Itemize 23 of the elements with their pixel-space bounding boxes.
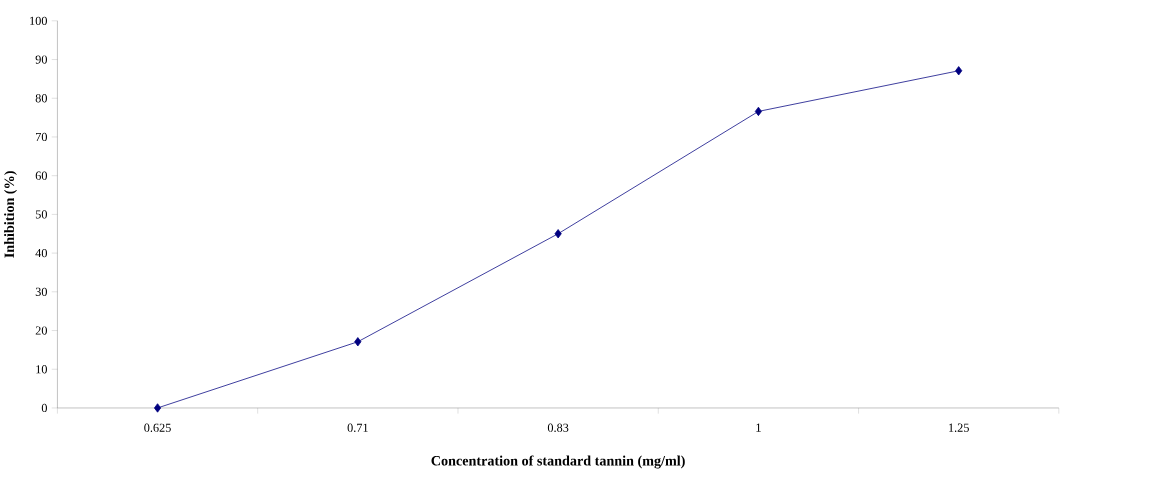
x-tick-label: 1.25 (949, 423, 969, 432)
point (754, 106, 762, 117)
point (955, 66, 963, 76)
y-tick-label: 50 (35, 210, 47, 219)
x-tick-label: 0.83 (547, 423, 569, 432)
y-tick-label: 20 (35, 326, 47, 335)
y-tick-label: 90 (35, 55, 47, 64)
y-tick-label: 80 (35, 94, 47, 103)
point (153, 403, 162, 413)
x-tick-label: 0.71 (347, 423, 368, 432)
y-tick-label: 30 (35, 287, 47, 297)
y-tick-label: 70 (36, 132, 47, 142)
y-tick-label: 0 (41, 403, 47, 413)
point (554, 229, 562, 239)
y-tick-label: 10 (36, 365, 47, 374)
point (354, 337, 362, 347)
x-tick-label: 0.625 (144, 423, 171, 432)
y-tick-label: 40 (35, 249, 47, 258)
x-axis-title: Concentration of standard tannin (mg/ml) (431, 455, 685, 469)
y-tick-label: 60 (35, 171, 47, 180)
y-axis-title: Inhibition (%) (4, 171, 17, 258)
y-tick-label: 100 (30, 16, 47, 26)
x-tick-label: 1 (756, 423, 761, 432)
